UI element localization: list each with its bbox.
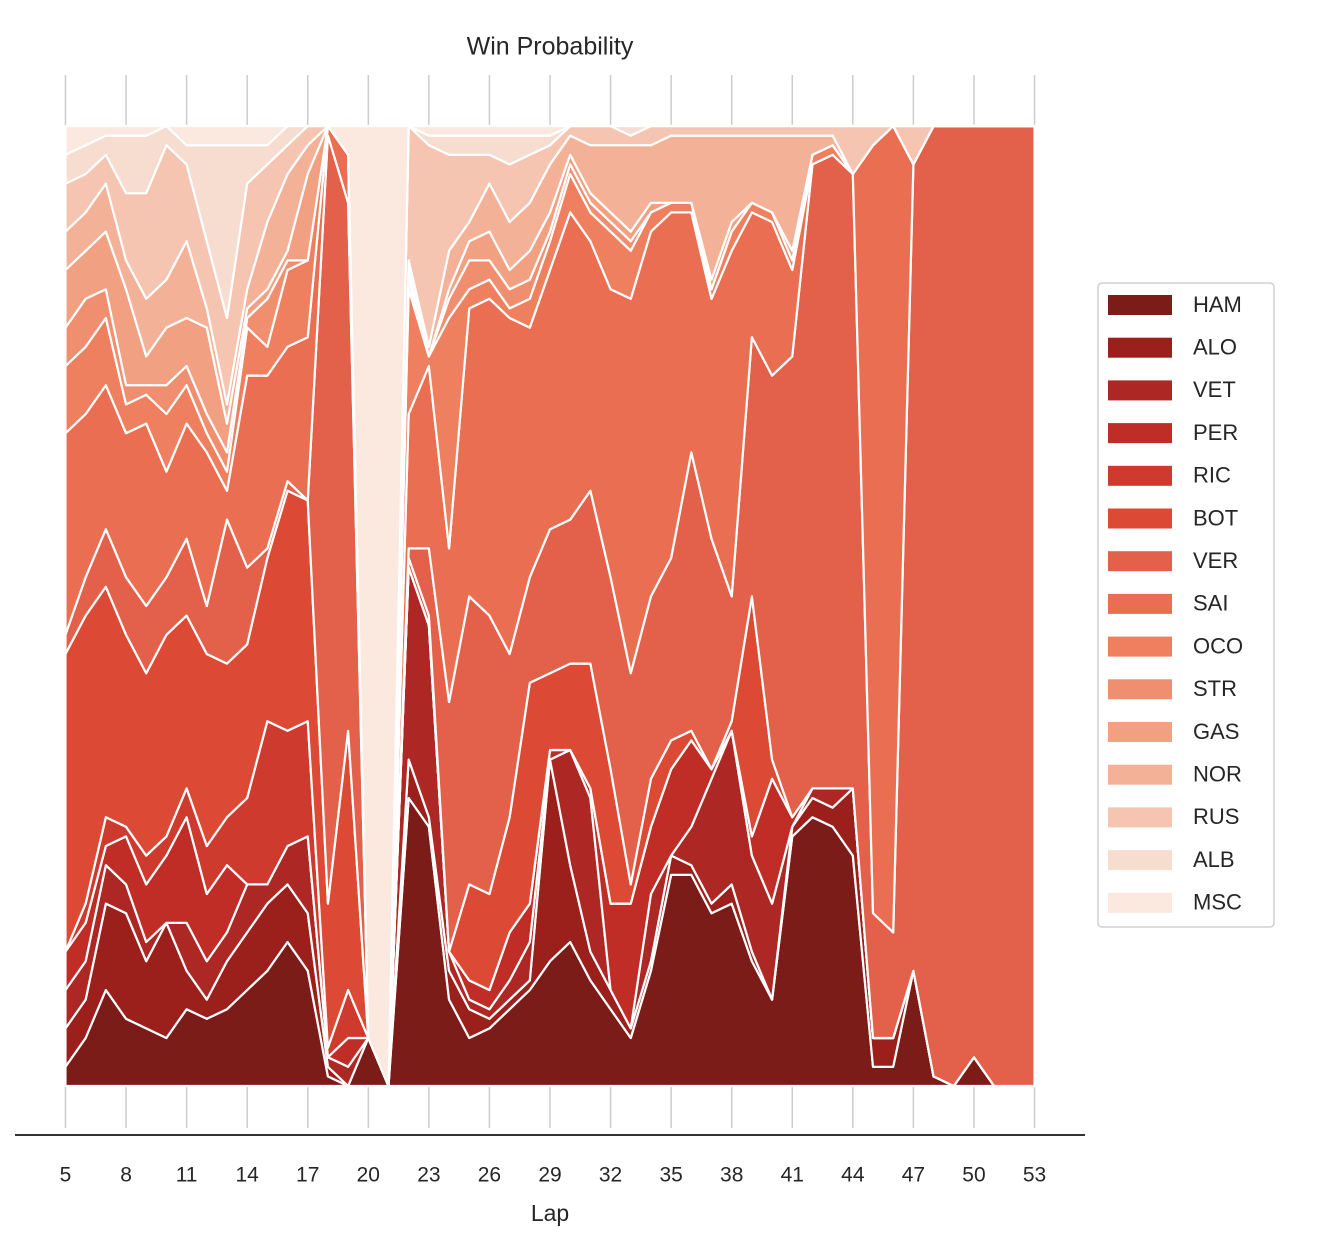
legend-swatch bbox=[1108, 551, 1172, 572]
legend-swatch bbox=[1108, 508, 1172, 529]
legend-swatch bbox=[1108, 807, 1172, 828]
legend-label: PER bbox=[1193, 420, 1238, 445]
legend-swatch bbox=[1108, 850, 1172, 871]
legend-label: VER bbox=[1193, 548, 1238, 573]
legend-label: BOT bbox=[1193, 505, 1238, 530]
legend-label: GAS bbox=[1193, 719, 1239, 744]
x-tick-label: 50 bbox=[962, 1164, 985, 1187]
x-tick-label: 8 bbox=[120, 1164, 132, 1187]
legend-swatch bbox=[1108, 380, 1172, 401]
x-tick-label: 32 bbox=[599, 1164, 622, 1187]
legend-swatch bbox=[1108, 423, 1172, 444]
x-tick-label: 17 bbox=[296, 1164, 319, 1187]
legend-swatch bbox=[1108, 295, 1172, 315]
x-tick-label: 11 bbox=[176, 1164, 198, 1187]
legend-label: VET bbox=[1193, 377, 1236, 402]
legend-label: ALO bbox=[1193, 335, 1237, 360]
x-tick-label: 5 bbox=[60, 1164, 72, 1187]
legend-label: NOR bbox=[1193, 762, 1242, 787]
x-axis-label: Lap bbox=[531, 1200, 569, 1226]
x-tick-label: 14 bbox=[235, 1164, 259, 1187]
legend-label: HAM bbox=[1193, 292, 1242, 317]
legend-label: OCO bbox=[1193, 633, 1243, 658]
x-tick-label: 53 bbox=[1023, 1164, 1046, 1187]
chart-title: Win Probability bbox=[467, 33, 634, 61]
x-tick-label: 26 bbox=[478, 1164, 501, 1187]
x-tick-label: 35 bbox=[659, 1164, 682, 1187]
x-tick-label: 38 bbox=[720, 1164, 743, 1187]
legend-swatch bbox=[1108, 892, 1172, 913]
legend-swatch bbox=[1108, 764, 1172, 785]
x-tick-label: 44 bbox=[841, 1164, 865, 1187]
legend-swatch bbox=[1108, 679, 1172, 700]
legend-swatch bbox=[1108, 593, 1172, 614]
area bbox=[64, 124, 1036, 1088]
legend-label: RIC bbox=[1193, 463, 1231, 488]
legend-label: SAI bbox=[1193, 591, 1228, 616]
legend: HAM ALO VET PER RIC BOT VER SAI OCO STR GAS NOR RUS A… bbox=[1097, 282, 1275, 928]
x-tick-label: 23 bbox=[417, 1164, 440, 1187]
x-tick-label: 29 bbox=[538, 1164, 561, 1187]
legend-swatch bbox=[1108, 722, 1172, 742]
legend-label: RUS bbox=[1193, 804, 1239, 829]
x-tick-label: 41 bbox=[781, 1164, 804, 1187]
legend-label: MSC bbox=[1193, 890, 1242, 915]
legend-swatch bbox=[1108, 636, 1172, 657]
legend-swatch bbox=[1108, 465, 1172, 486]
legend-label: ALB bbox=[1193, 847, 1235, 872]
legend-label: STR bbox=[1193, 676, 1237, 701]
x-tick-label: 20 bbox=[357, 1164, 380, 1187]
x-tick-label: 47 bbox=[902, 1164, 925, 1187]
legend-swatch bbox=[1108, 337, 1172, 358]
